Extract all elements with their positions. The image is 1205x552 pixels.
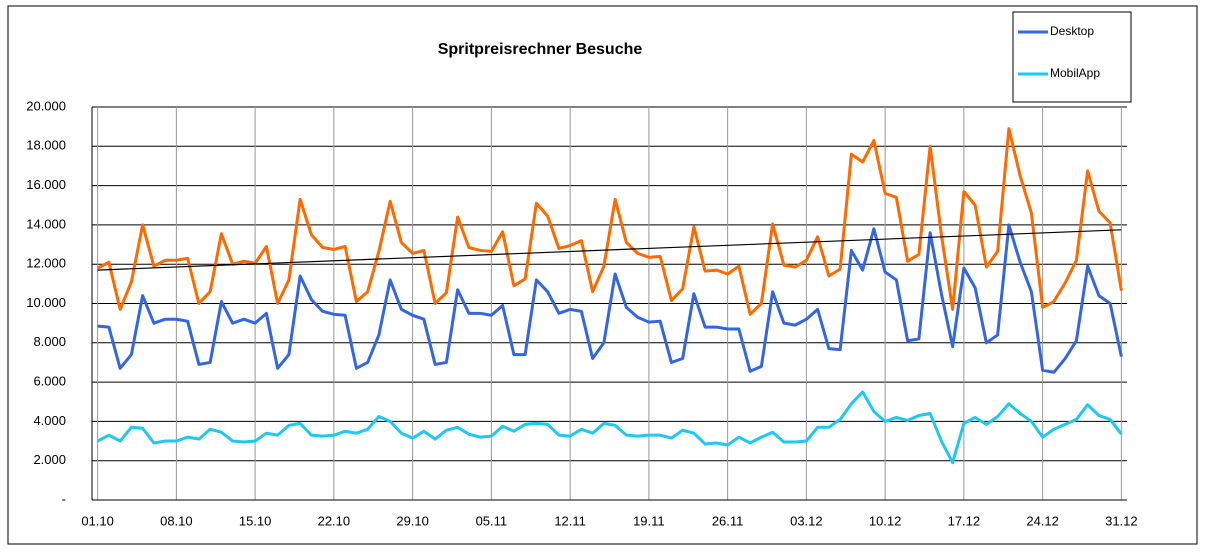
x-tick-label: 17.12 [948,513,981,528]
chart-frame [7,5,1198,545]
x-tick-label: 15.10 [239,513,272,528]
x-tick-label: 26.11 [712,513,744,528]
legend-label: Desktop [1050,24,1094,38]
x-tick-label: 12.11 [554,513,586,528]
x-tick-label: 03.12 [790,513,823,528]
y-tick-label: 2.000 [33,452,66,467]
trend-line [97,229,1122,271]
y-tick-label: 8.000 [33,334,66,349]
x-tick-label: 31.12 [1105,513,1138,528]
chart-title: Spritpreisrechner Besuche [438,41,643,58]
x-tick-label: 22.10 [318,513,351,528]
x-tick-label: 19.11 [633,513,665,528]
y-tick-label: 14.000 [26,216,66,231]
y-tick-label: 18.000 [26,138,66,153]
legend-label: MobilApp [1050,66,1100,80]
legend-box [1012,11,1132,103]
y-tick-label: 6.000 [33,374,66,389]
y-tick-label: 10.000 [26,295,66,310]
series-line [96,127,1123,316]
x-tick-label: 08.10 [160,513,193,528]
y-tick-label: 20.000 [26,98,66,113]
y-tick-label: 4.000 [33,413,66,428]
x-tick-label: 24.12 [1026,513,1059,528]
y-tick-label: 12.000 [26,256,66,271]
series-line [96,390,1123,465]
x-tick-label: 10.12 [869,513,902,528]
series-line [97,223,1123,374]
x-tick-label: 01.10 [81,513,114,528]
x-tick-label: 05.11 [476,513,508,528]
y-tick-label: 16.000 [26,177,66,192]
x-tick-label: 29.10 [396,513,429,528]
y-tick-label: - [62,491,66,506]
